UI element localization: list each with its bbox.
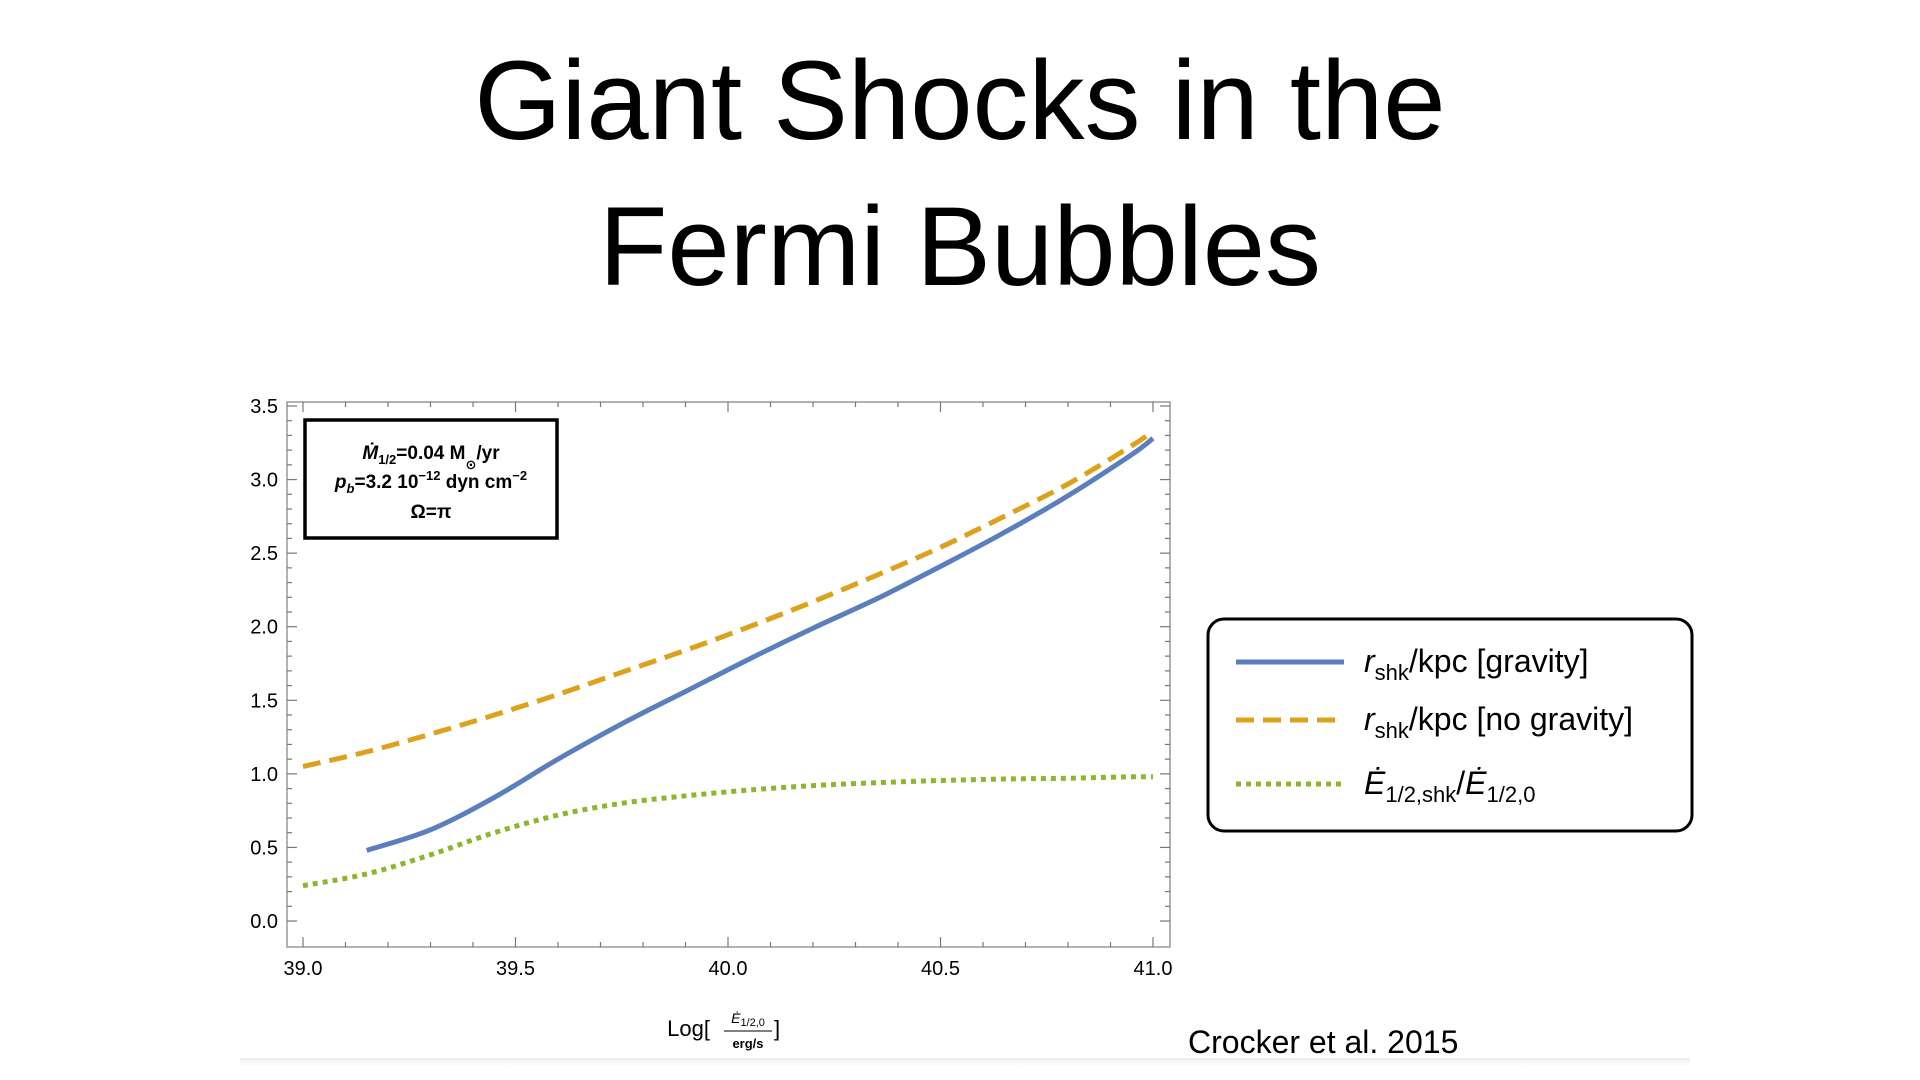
slide-title-line-2: Fermi Bubbles (598, 184, 1322, 309)
series-lines (302, 428, 1155, 889)
x-axis-label-prefix: Log[ (667, 1016, 710, 1041)
legend: rshk/kpc [gravity] rshk/kpc [no gravity]… (1206, 617, 1694, 833)
y-tick-label: 1.5 (250, 690, 278, 712)
slide-title: Giant Shocks in the Fermi Bubbles (0, 28, 1920, 320)
x-axis-label-suffix: ] (774, 1016, 780, 1041)
y-tick-label: 2.5 (250, 543, 278, 565)
citation: Crocker et al. 2015 (1188, 1024, 1459, 1060)
x-axis-label-denominator: erg/s (732, 1036, 763, 1051)
legend-label-gravity: rshk/kpc [gravity] (1364, 643, 1589, 685)
y-tick-label: 0.5 (250, 837, 278, 859)
info-box-line-2: pb=3.2 10−12 dyn cm−2 (334, 468, 527, 496)
x-tick-label: 39.0 (284, 958, 323, 980)
x-axis-label: Log[ Ė1/2,0 erg/s ] (667, 1010, 780, 1051)
info-box: Ṁ1/2=0.04 M⊙/yr pb=3.2 10−12 dyn cm−2 Ω=… (303, 418, 559, 540)
bottom-divider (240, 1058, 1690, 1066)
x-tick-label: 41.0 (1134, 958, 1173, 980)
info-box-line-1: Ṁ1/2=0.04 M⊙/yr (362, 443, 500, 472)
series-line-no-gravity (302, 428, 1155, 769)
y-tick-labels: 0.0 0.5 1.0 1.5 2.0 2.5 3.0 3.5 (250, 396, 278, 933)
x-tick-label: 39.5 (496, 958, 535, 980)
info-box-line-3: Ω=π (411, 502, 452, 523)
y-tick-label: 0.0 (250, 911, 278, 933)
series-line-energy-ratio (302, 774, 1154, 889)
y-tick-label: 3.0 (250, 470, 278, 492)
x-axis-label-numerator: Ė1/2,0 (731, 1010, 765, 1029)
axis-ticks (287, 402, 1170, 947)
y-tick-label: 1.0 (250, 764, 278, 786)
legend-frame (1206, 617, 1694, 833)
x-tick-label: 40.5 (921, 958, 960, 980)
y-tick-label: 2.0 (250, 617, 278, 639)
legend-label-energy-ratio: Ė1/2,shk/Ė1/2,0 (1364, 765, 1535, 807)
x-tick-label: 40.0 (709, 958, 748, 980)
slide-title-line-1: Giant Shocks in the (474, 38, 1446, 163)
legend-label-no-gravity: rshk/kpc [no gravity] (1364, 701, 1633, 743)
info-box-frame (303, 418, 559, 540)
y-tick-label: 3.5 (250, 396, 278, 418)
x-tick-labels: 39.0 39.5 40.0 40.5 41.0 (284, 958, 1173, 980)
series-line-gravity (365, 436, 1155, 853)
